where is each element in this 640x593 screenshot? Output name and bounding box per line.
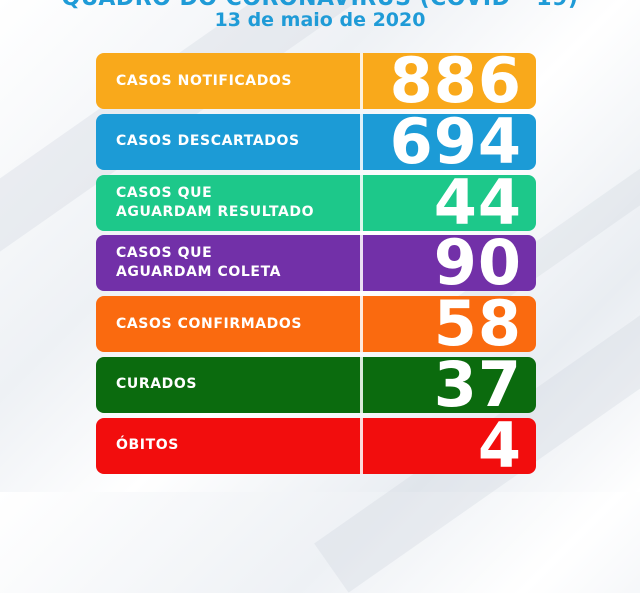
- row-casos-descartados: CASOS DESCARTADOS 694: [96, 113, 536, 170]
- page-title: QUADRO DO CORONAVÍRUS (COVID - 19): [0, 0, 640, 11]
- row-curados: CURADOS 37: [96, 356, 536, 413]
- row-divider: [360, 356, 363, 413]
- row-label: CASOS QUE AGUARDAM RESULTADO: [116, 184, 315, 220]
- row-divider: [360, 235, 363, 292]
- row-aguardam-coleta: CASOS QUE AGUARDAM COLETA 90: [96, 235, 536, 292]
- row-label: CASOS DESCARTADOS: [116, 133, 300, 150]
- row-value: 37: [433, 356, 522, 413]
- row-value: 886: [389, 53, 522, 109]
- row-divider: [360, 53, 363, 109]
- row-aguardam-resultado: CASOS QUE AGUARDAM RESULTADO 44: [96, 174, 536, 231]
- row-label: CASOS NOTIFICADOS: [116, 72, 293, 89]
- row-casos-confirmados: CASOS CONFIRMADOS 58: [96, 296, 536, 353]
- row-divider: [360, 174, 363, 231]
- row-value: 44: [433, 174, 522, 231]
- row-label: CURADOS: [116, 376, 198, 393]
- row-label: CASOS CONFIRMADOS: [116, 315, 303, 332]
- row-value: 58: [433, 296, 522, 353]
- row-divider: [360, 113, 363, 170]
- row-value: 4: [477, 417, 522, 474]
- row-value: 90: [433, 235, 522, 292]
- row-label: CASOS QUE AGUARDAM COLETA: [116, 245, 282, 281]
- row-divider: [360, 417, 363, 474]
- report-date: 13 de maio de 2020: [214, 9, 426, 31]
- stats-table: CASOS NOTIFICADOS 886 CASOS DESCARTADOS …: [96, 53, 536, 479]
- row-divider: [360, 296, 363, 353]
- row-obitos: ÓBITOS 4: [96, 417, 536, 474]
- row-casos-notificados: CASOS NOTIFICADOS 886: [96, 53, 536, 109]
- row-value: 694: [389, 113, 522, 170]
- row-label: ÓBITOS: [116, 437, 179, 454]
